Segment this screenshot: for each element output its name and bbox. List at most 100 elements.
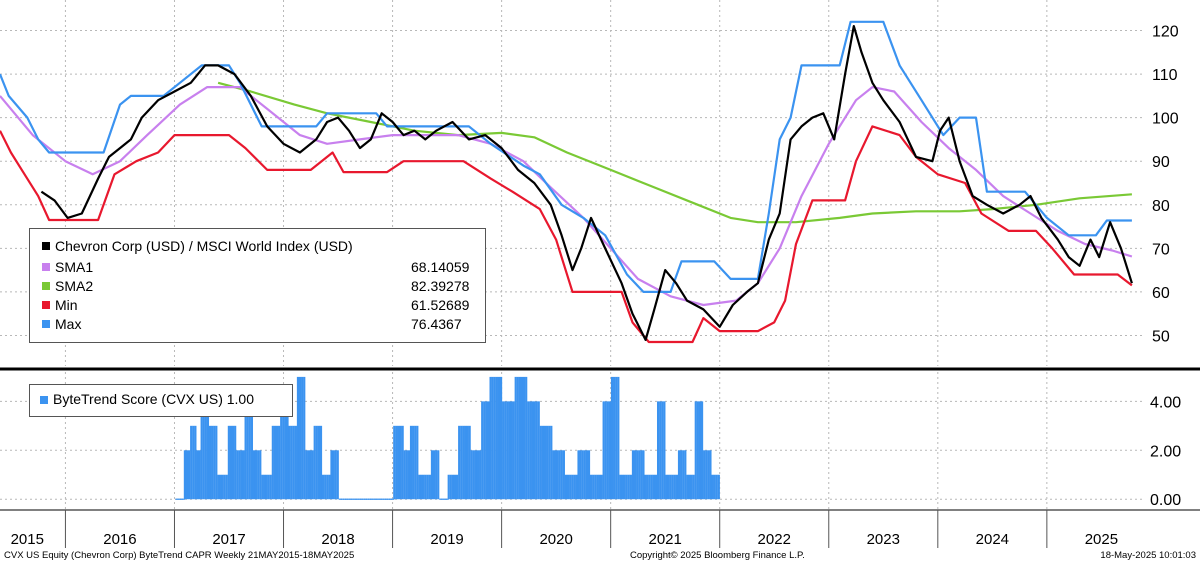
score-bar bbox=[301, 376, 304, 500]
score-bar bbox=[518, 376, 522, 500]
score-bar bbox=[242, 450, 245, 500]
x-tick-label: 2017 bbox=[212, 531, 245, 548]
score-bar-zero bbox=[372, 498, 376, 500]
score-bar bbox=[453, 474, 457, 500]
score-bar bbox=[470, 450, 473, 500]
score-bar bbox=[631, 450, 635, 500]
score-bar bbox=[393, 425, 396, 500]
score-bar bbox=[684, 450, 687, 500]
y-tick-label-top: 90 bbox=[1152, 154, 1170, 171]
legend-swatch-score bbox=[40, 396, 48, 404]
score-bar bbox=[309, 450, 312, 500]
score-bar bbox=[690, 474, 693, 500]
score-bar bbox=[652, 474, 656, 500]
score-bar bbox=[282, 401, 285, 500]
score-bar bbox=[583, 450, 586, 500]
score-bar bbox=[254, 450, 258, 500]
score-panel: 0.00 2.00 4.00 bbox=[0, 372, 1181, 509]
score-bar bbox=[527, 401, 530, 500]
score-bar bbox=[491, 376, 494, 500]
score-bar bbox=[476, 450, 480, 500]
score-bar bbox=[541, 425, 545, 500]
score-bar bbox=[462, 425, 465, 500]
score-bar bbox=[682, 450, 685, 500]
score-bar bbox=[259, 450, 262, 500]
score-bar bbox=[705, 450, 708, 500]
score-bar bbox=[629, 474, 632, 500]
score-bar bbox=[221, 474, 224, 500]
score-bar bbox=[606, 401, 609, 500]
score-bar bbox=[324, 474, 327, 500]
score-bar bbox=[554, 450, 557, 500]
score-bar bbox=[271, 425, 274, 500]
score-bar bbox=[317, 425, 321, 500]
score-bar bbox=[600, 474, 603, 500]
score-bar bbox=[698, 401, 702, 500]
score-bar bbox=[512, 401, 515, 500]
score-bar bbox=[661, 401, 664, 500]
score-bar bbox=[290, 425, 293, 500]
score-bar bbox=[409, 425, 413, 500]
score-bar bbox=[460, 425, 463, 500]
score-bar bbox=[250, 401, 254, 500]
score-bar bbox=[307, 450, 310, 500]
score-bar bbox=[211, 425, 214, 500]
price-ratio-panel: 50 60 70 80 90 100 110 120 bbox=[0, 0, 1179, 366]
x-tick-label: 2019 bbox=[430, 531, 463, 548]
year-axis: 2015 2016 2017 2018 2019 2020 2021 2022 2023 2024… bbox=[11, 510, 1118, 548]
score-bar-zero bbox=[181, 498, 185, 500]
legend-row-ratio: Chevron Corp (USD) / MSCI World Index (U… bbox=[30, 237, 485, 255]
score-bars bbox=[175, 376, 720, 500]
score-bar-zero bbox=[342, 498, 347, 500]
score-bar-zero bbox=[355, 498, 359, 500]
score-bar bbox=[278, 425, 281, 500]
score-bar bbox=[610, 376, 614, 500]
score-bar-zero bbox=[340, 498, 345, 500]
score-bar bbox=[675, 474, 679, 500]
score-bar bbox=[627, 474, 630, 500]
score-bar-zero bbox=[353, 498, 357, 500]
score-bar bbox=[550, 425, 553, 500]
score-bar bbox=[269, 474, 272, 500]
score-bar bbox=[613, 376, 616, 500]
score-bar bbox=[642, 450, 645, 500]
score-bar bbox=[284, 401, 287, 500]
score-bar bbox=[420, 474, 423, 500]
score-bar bbox=[328, 474, 331, 500]
score-bar-zero bbox=[388, 498, 393, 500]
y-tick-label-top: 110 bbox=[1152, 67, 1178, 84]
score-bar bbox=[680, 450, 683, 500]
score-bar bbox=[571, 474, 574, 500]
score-bar bbox=[499, 376, 503, 500]
score-bar bbox=[546, 425, 549, 500]
score-bar bbox=[715, 474, 718, 500]
score-bar bbox=[401, 425, 404, 500]
score-bar bbox=[217, 474, 220, 500]
score-bar bbox=[671, 474, 674, 500]
y-tick-label-bottom: 0.00 bbox=[1150, 492, 1181, 509]
score-bar bbox=[286, 401, 289, 500]
legend-swatch-min bbox=[42, 301, 50, 309]
series-line-sma2 bbox=[217, 81, 1132, 224]
score-bar bbox=[330, 450, 333, 500]
score-bar bbox=[472, 450, 475, 500]
score-bar bbox=[236, 450, 239, 500]
score-bar bbox=[669, 474, 672, 500]
y-tick-label-bottom: 4.00 bbox=[1150, 394, 1181, 411]
score-bar bbox=[190, 425, 193, 500]
score-bar bbox=[403, 450, 406, 500]
score-bar-zero bbox=[391, 498, 395, 500]
score-bar-zero bbox=[376, 498, 380, 500]
score-bar bbox=[587, 450, 591, 500]
score-bar-zero bbox=[179, 498, 183, 500]
score-bar bbox=[303, 376, 306, 500]
score-bar bbox=[412, 425, 415, 500]
score-bar bbox=[579, 450, 582, 500]
x-tick-label: 2023 bbox=[867, 531, 900, 548]
score-bar bbox=[319, 425, 323, 500]
score-bar bbox=[407, 450, 411, 500]
score-bar bbox=[225, 474, 228, 500]
score-bar bbox=[458, 425, 461, 500]
score-bar bbox=[665, 474, 668, 500]
footer-timestamp: 18-May-2025 10:01:03 bbox=[1100, 550, 1196, 561]
